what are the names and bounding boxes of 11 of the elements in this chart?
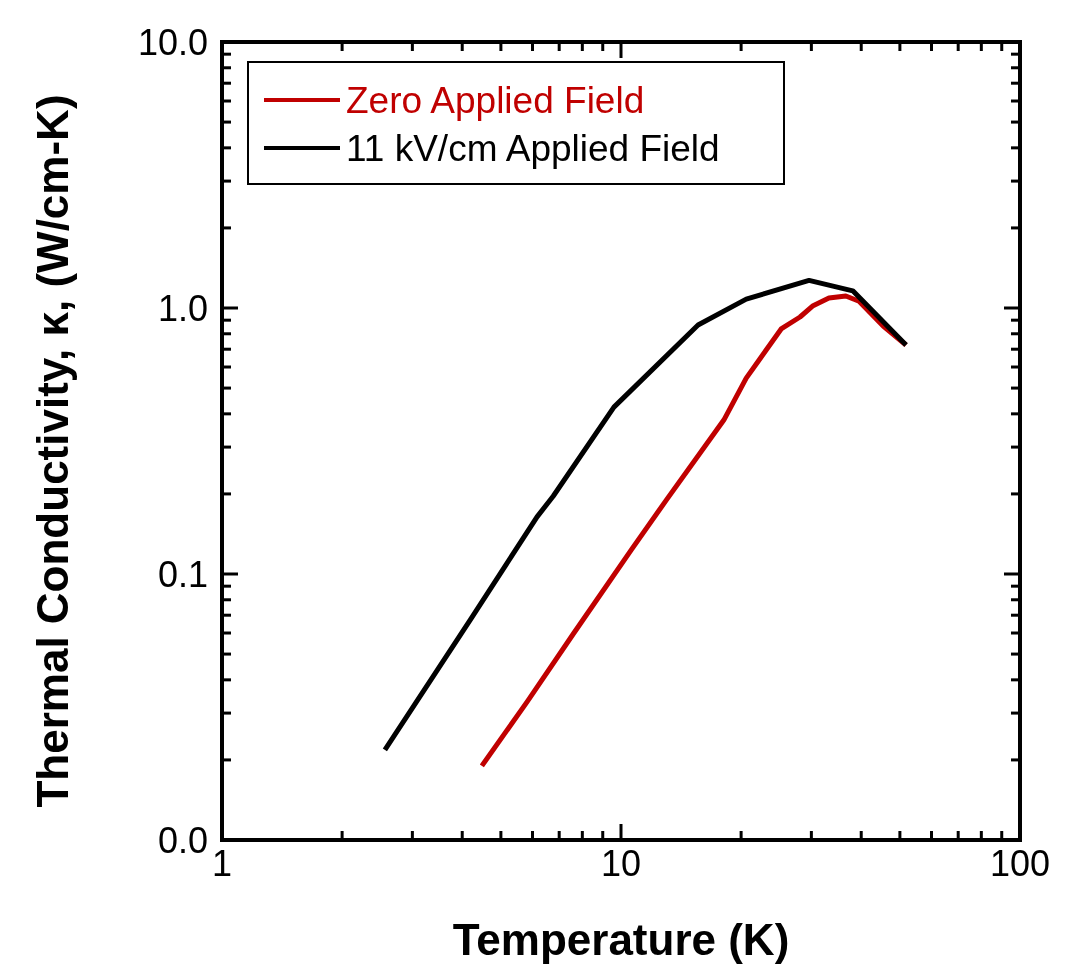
- x-tick-label: 100: [989, 843, 1051, 884]
- legend-label: Zero Applied Field: [346, 79, 645, 121]
- y-tick-label: 0.0: [157, 819, 208, 861]
- y-tick-label: 0.1: [157, 553, 208, 595]
- x-tick-label: 10: [600, 843, 642, 884]
- x-tick-label: 1: [211, 843, 233, 884]
- y-tick-label: 1.0: [157, 287, 208, 329]
- x-axis-title: Temperature (K): [452, 915, 790, 964]
- y-tick-label: 10.0: [137, 21, 208, 63]
- legend-label: 11 kV/cm Applied Field: [346, 127, 720, 169]
- y-axis-title: Thermal Conductivity, κ, (W/cm-K): [28, 94, 77, 808]
